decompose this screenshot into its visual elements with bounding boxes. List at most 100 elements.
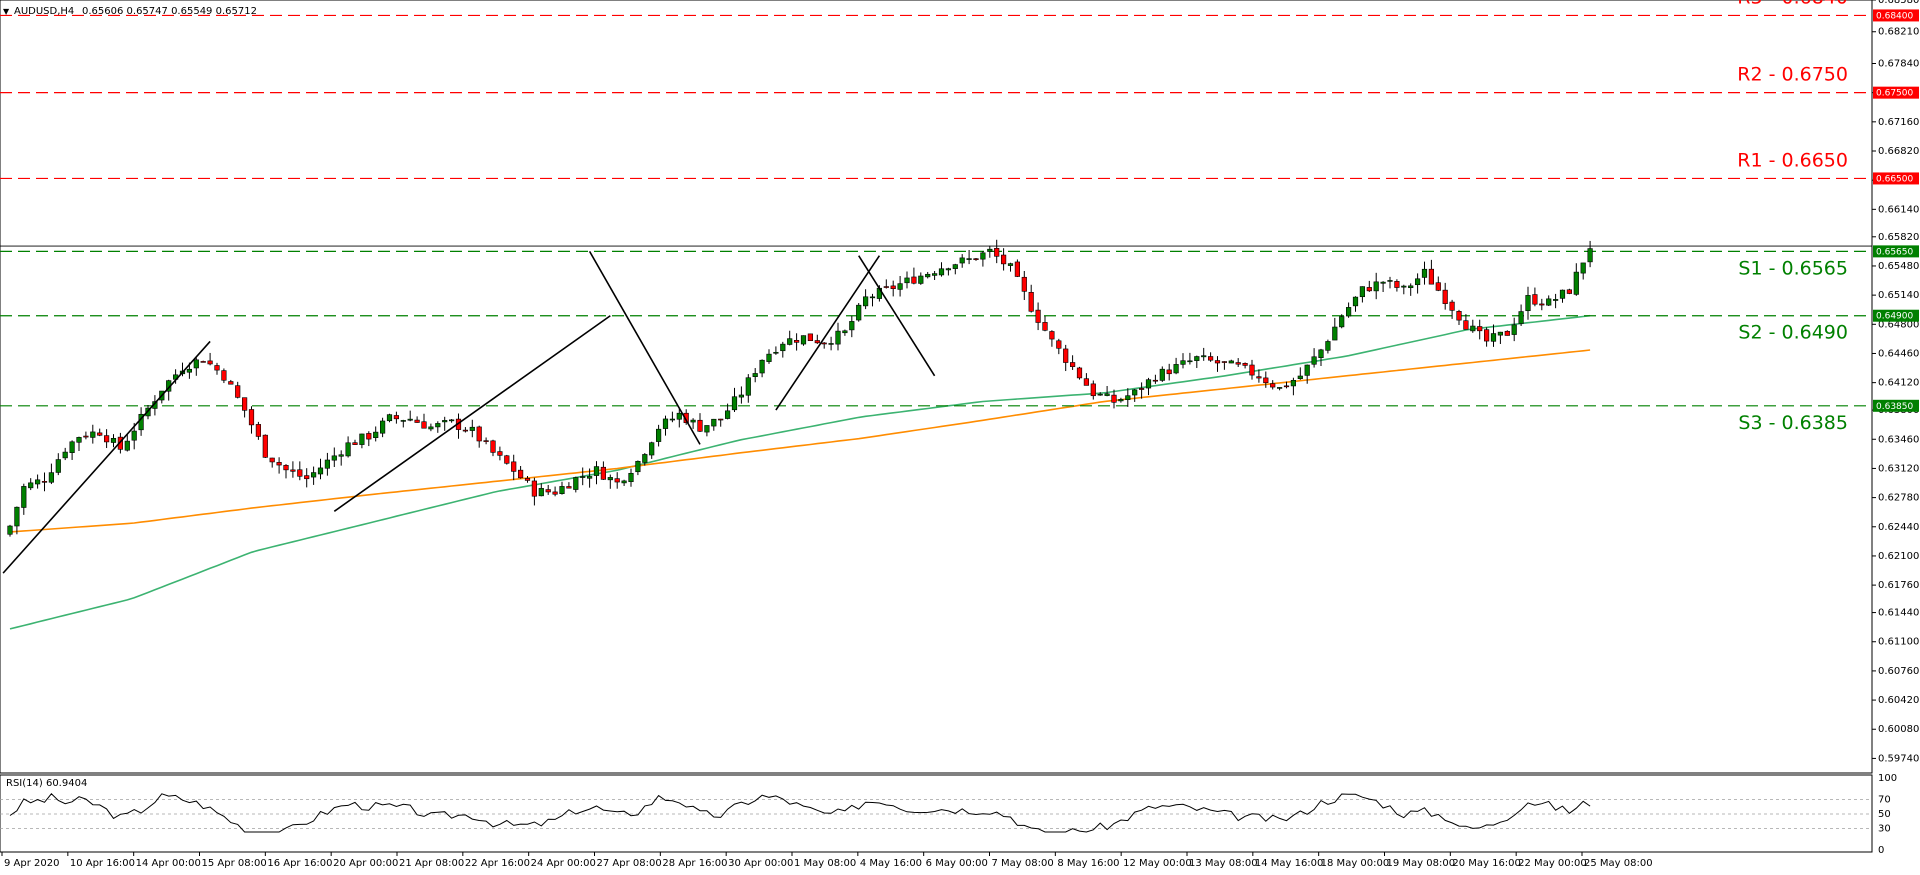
candle-body (1518, 311, 1524, 324)
candle-body (1546, 298, 1552, 306)
time-tick-label: 22 May 00:00 (1518, 858, 1587, 869)
candle-body (1145, 379, 1152, 389)
candle-body (814, 340, 820, 344)
candlesticks (7, 239, 1593, 537)
candle-body (442, 420, 448, 423)
level-label: S1 - 0.6565 (1738, 257, 1848, 279)
candle-body (1332, 326, 1338, 341)
candle-body (945, 268, 951, 271)
time-tick-label: 20 Apr 00:00 (333, 858, 398, 869)
candle-body (787, 338, 793, 345)
candle-body (1490, 333, 1497, 342)
candle-body (1318, 349, 1324, 359)
candle-body (1111, 394, 1117, 403)
ma-green-line (9, 314, 1591, 630)
candle-body (793, 340, 800, 343)
candle-body (1014, 261, 1020, 277)
candle-body (1228, 360, 1234, 364)
candle-body (1394, 281, 1400, 288)
symbol-label: AUDUSD,H4 (14, 6, 74, 17)
candle-body (248, 409, 255, 426)
candle-body (310, 472, 317, 478)
candle-body (1428, 268, 1434, 285)
level-label: R2 - 0.6750 (1737, 64, 1848, 86)
price-tick-label: 0.63120 (1878, 463, 1919, 474)
level-price-tag-text: 0.63850 (1876, 402, 1913, 412)
candle-body (586, 476, 593, 479)
candle-body (1097, 393, 1103, 396)
candle-body (69, 441, 75, 453)
candle-body (655, 428, 662, 442)
candle-body (338, 454, 344, 457)
candle-body (214, 365, 220, 371)
candle-body (683, 412, 689, 424)
header-arrow-icon: ▼ (3, 7, 10, 16)
price-tick-label: 0.59740 (1878, 753, 1919, 764)
candle-body (731, 396, 738, 411)
candle-body (1194, 356, 1200, 361)
candle-body (393, 415, 400, 420)
candle-body (517, 469, 524, 479)
candle-body (373, 431, 379, 438)
candle-body (676, 412, 682, 420)
price-tick-label: 0.61760 (1878, 580, 1919, 591)
trendline (2, 340, 211, 574)
trendline (333, 315, 611, 512)
trendline (775, 255, 881, 411)
price-tick-label: 0.67160 (1878, 117, 1919, 128)
candle-body (1021, 276, 1027, 292)
candle-body (207, 360, 213, 365)
candle-body (124, 440, 130, 451)
candle-body (938, 268, 945, 276)
candle-body (366, 433, 372, 440)
candle-body (511, 461, 517, 472)
candle-body (1484, 329, 1490, 342)
time-tick-label: 14 May 16:00 (1255, 858, 1324, 869)
candle-body (1352, 296, 1359, 307)
candle-body (800, 335, 807, 345)
price-tick-label: 0.64800 (1878, 319, 1919, 330)
candle-body (262, 434, 268, 458)
support-resistance-levels: R3 - 0.6840 R2 - 0.6750 R1 - 0.6650 S1 - 0.… (0, 0, 1872, 434)
time-tick-label: 8 May 16:00 (1057, 858, 1119, 869)
price-tick-label: 0.60760 (1878, 666, 1919, 677)
candle-body (1401, 285, 1407, 288)
candle-body (1090, 383, 1096, 397)
candle-body (104, 435, 110, 443)
time-tick-label: 4 May 16:00 (860, 858, 922, 869)
candle-body (1449, 301, 1455, 311)
time-tick-label: 20 May 16:00 (1452, 858, 1521, 869)
candle-body (1263, 377, 1269, 384)
candle-body (828, 343, 834, 345)
candle-body (1504, 330, 1510, 336)
candle-body (980, 252, 986, 260)
rsi-indicator: 100 70 50 30 0 (0, 773, 1897, 856)
candle-body (1511, 324, 1517, 335)
level-price-tag-text: 0.65650 (1876, 247, 1913, 257)
price-tick-label: 0.63460 (1878, 434, 1919, 445)
candle-body (1573, 271, 1579, 295)
time-tick-label: 1 May 08:00 (794, 858, 856, 869)
candle-body (186, 368, 193, 373)
time-tick-label: 22 Apr 16:00 (465, 858, 530, 869)
candle-body (966, 258, 972, 260)
candle-body (649, 442, 655, 456)
candle-body (200, 361, 206, 363)
candle-body (738, 394, 744, 398)
price-tick-label: 0.60080 (1878, 724, 1919, 735)
level-price-tag-text: 0.68400 (1876, 11, 1913, 21)
candle-body (331, 455, 337, 461)
candle-body (1566, 289, 1572, 294)
candle-body (41, 481, 48, 483)
candle-body (1235, 362, 1241, 365)
candle-body (407, 418, 413, 421)
price-tick-label: 0.65820 (1878, 232, 1919, 243)
candle-body (1035, 309, 1041, 323)
candle-body (1104, 393, 1110, 396)
candle-body (1270, 383, 1276, 388)
candle-body (925, 273, 931, 278)
price-tick-label: 0.62440 (1878, 522, 1919, 533)
time-tick-label: 19 May 08:00 (1387, 858, 1456, 869)
candle-body (1366, 287, 1372, 292)
candle-body (1380, 281, 1386, 284)
